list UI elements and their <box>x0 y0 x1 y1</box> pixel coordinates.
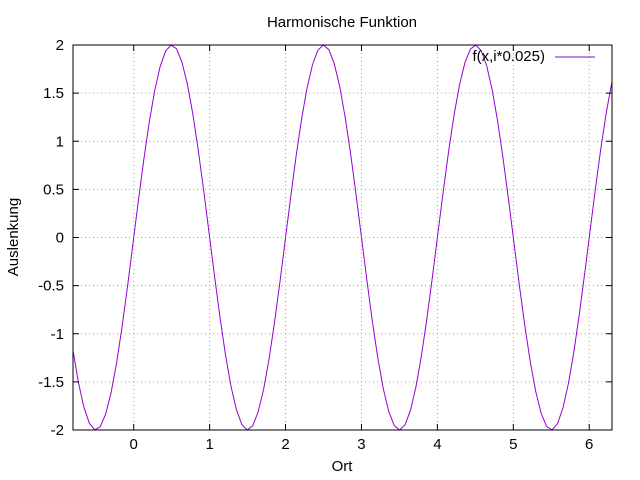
x-axis-label: Ort <box>332 458 354 475</box>
x-tick-labels: 0 1 2 3 4 5 6 <box>130 436 594 453</box>
legend: f(x,i*0.025) <box>472 48 595 65</box>
y-tick-label: -1.5 <box>38 374 64 391</box>
x-tick-label: 2 <box>281 436 289 453</box>
x-tick-label: 0 <box>130 436 138 453</box>
y-tick-label: 0 <box>56 230 64 247</box>
y-tick-label: 2 <box>56 37 64 54</box>
y-tick-label: 0.5 <box>43 181 64 198</box>
y-tick-label: 1 <box>56 133 64 150</box>
y-tick-label: -1 <box>51 326 64 343</box>
tick-marks <box>73 44 612 431</box>
y-axis-label: Auslenkung <box>5 198 22 276</box>
legend-label: f(x,i*0.025) <box>472 48 545 65</box>
y-tick-labels: -2 -1.5 -1 -0.5 0 0.5 1 1.5 2 <box>38 37 64 439</box>
series-lines <box>72 44 613 431</box>
y-tick-label: -2 <box>51 422 64 439</box>
series-line <box>72 44 613 431</box>
y-tick-label: 1.5 <box>43 85 64 102</box>
x-tick-label: 6 <box>585 436 593 453</box>
x-tick-label: 4 <box>433 436 441 453</box>
x-tick-label: 3 <box>357 436 365 453</box>
y-tick-label: -0.5 <box>38 278 64 295</box>
x-tick-label: 1 <box>205 436 213 453</box>
x-tick-label: 5 <box>509 436 517 453</box>
chart-title: Harmonische Funktion <box>267 14 417 31</box>
